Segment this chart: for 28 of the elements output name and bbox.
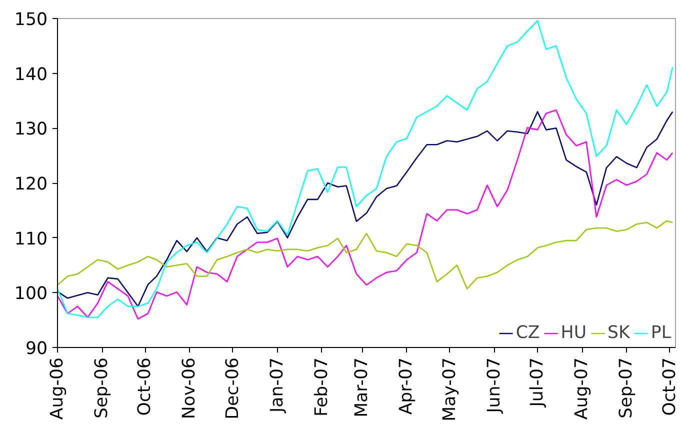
line-series: [58, 220, 674, 290]
x-tick-label: Sep-06: [92, 357, 112, 418]
x-tick-label: Sep-07: [616, 357, 637, 418]
legend-label: CZ: [516, 323, 540, 343]
x-tick-label: Dec-06: [222, 357, 243, 420]
x-tick-label: Jul-07: [528, 357, 548, 408]
x-tick-label: Apr-07: [396, 358, 417, 415]
y-tick-label: 90: [25, 339, 48, 359]
x-tick-label: Nov-06: [180, 358, 200, 420]
y-tick-label: 140: [14, 64, 48, 85]
line-series: [58, 20, 674, 318]
x-tick-label: Aug-07: [572, 357, 592, 420]
legend-label: SK: [608, 323, 630, 343]
y-tick-label: 100: [14, 284, 48, 304]
x-tick-label: May-07: [440, 357, 460, 422]
legend-label: PL: [650, 323, 671, 343]
y-tick-label: 130: [14, 120, 48, 140]
legend-label: HU: [560, 323, 587, 343]
x-tick-label: Jun-07: [484, 357, 504, 414]
x-tick-label: Oct-07: [660, 357, 680, 416]
y-tick-label: 150: [14, 10, 48, 30]
x-tick-label: Oct-06: [135, 357, 156, 416]
y-tick-label: 110: [14, 229, 48, 250]
x-tick-label: Feb-07: [312, 357, 332, 416]
x-tick-label: Jan-07: [267, 358, 288, 414]
x-tick-label: Aug-06: [48, 357, 68, 420]
x-tick-label: Mar-07: [352, 357, 372, 418]
y-tick-label: 120: [14, 174, 48, 194]
